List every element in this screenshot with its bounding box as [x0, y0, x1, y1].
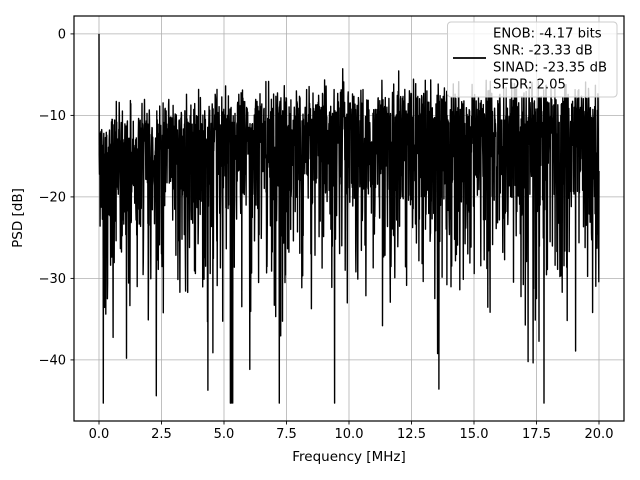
legend-box	[447, 21, 618, 98]
x-axis-label: Frequency [MHz]	[292, 449, 405, 465]
legend-text-snr: SNR: -23.33 dB	[493, 44, 593, 59]
legend-text-sinad: SINAD: -23.35 dB	[493, 61, 607, 76]
y-tick-label: −30	[39, 272, 66, 287]
x-tick-label: 7.5	[276, 427, 297, 442]
legend-text-enob: ENOB: -4.17 bits	[493, 27, 602, 42]
x-axis-ticks: 0.0 2.5 5.0 7.5 10.0 12.5 15.0 17.5 20.0	[89, 421, 614, 442]
psd-trace	[98, 33, 600, 404]
y-tick-label: 0	[58, 27, 66, 42]
legend-text-sfdr: SFDR: 2.05	[493, 78, 566, 93]
legend: ENOB: -4.17 bits SNR: -23.33 dB SINAD: -…	[447, 21, 618, 98]
x-tick-label: 20.0	[585, 427, 614, 442]
x-tick-label: 2.5	[151, 427, 172, 442]
x-tick-label: 10.0	[335, 427, 364, 442]
y-axis-label: PSD [dB]	[10, 188, 26, 248]
x-tick-label: 17.5	[522, 427, 551, 442]
x-tick-label: 12.5	[397, 427, 426, 442]
y-tick-label: −20	[39, 190, 66, 205]
x-tick-label: 15.0	[460, 427, 489, 442]
y-tick-label: −40	[39, 353, 66, 368]
y-axis-ticks: 0 −10 −20 −30 −40	[39, 27, 74, 368]
y-tick-label: −10	[39, 109, 66, 124]
x-tick-label: 5.0	[214, 427, 235, 442]
x-tick-label: 0.0	[89, 427, 110, 442]
